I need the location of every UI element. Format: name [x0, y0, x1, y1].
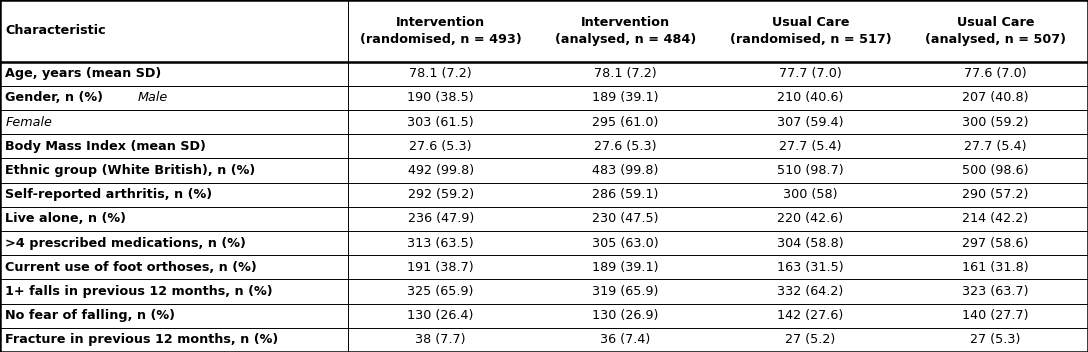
Text: 510 (98.7): 510 (98.7): [777, 164, 844, 177]
Text: 142 (27.6): 142 (27.6): [778, 309, 843, 322]
Text: 304 (58.8): 304 (58.8): [777, 237, 844, 250]
Text: 27.7 (5.4): 27.7 (5.4): [779, 140, 842, 153]
Text: >4 prescribed medications, n (%): >4 prescribed medications, n (%): [5, 237, 246, 250]
Text: 189 (39.1): 189 (39.1): [592, 92, 659, 105]
Text: Intervention
(analysed, n = 484): Intervention (analysed, n = 484): [555, 16, 696, 45]
Text: Usual Care
(analysed, n = 507): Usual Care (analysed, n = 507): [925, 16, 1066, 45]
Text: 236 (47.9): 236 (47.9): [408, 212, 473, 225]
Text: 305 (63.0): 305 (63.0): [592, 237, 659, 250]
Text: 191 (38.7): 191 (38.7): [407, 261, 474, 274]
Text: Female: Female: [5, 115, 52, 128]
Text: 140 (27.7): 140 (27.7): [962, 309, 1029, 322]
Text: 295 (61.0): 295 (61.0): [592, 115, 659, 128]
Text: Live alone, n (%): Live alone, n (%): [5, 212, 126, 225]
Text: Current use of foot orthoses, n (%): Current use of foot orthoses, n (%): [5, 261, 257, 274]
Text: 300 (58): 300 (58): [783, 188, 838, 201]
Text: Usual Care
(randomised, n = 517): Usual Care (randomised, n = 517): [730, 16, 891, 45]
Text: 161 (31.8): 161 (31.8): [962, 261, 1029, 274]
Text: 189 (39.1): 189 (39.1): [592, 261, 659, 274]
Text: 500 (98.6): 500 (98.6): [962, 164, 1029, 177]
Text: 27.7 (5.4): 27.7 (5.4): [964, 140, 1027, 153]
Text: Gender, n (%): Gender, n (%): [5, 92, 108, 105]
Text: 297 (58.6): 297 (58.6): [962, 237, 1029, 250]
Text: 190 (38.5): 190 (38.5): [407, 92, 474, 105]
Text: 27.6 (5.3): 27.6 (5.3): [409, 140, 472, 153]
Text: 303 (61.5): 303 (61.5): [407, 115, 474, 128]
Text: 78.1 (7.2): 78.1 (7.2): [594, 67, 657, 80]
Text: 214 (42.2): 214 (42.2): [963, 212, 1028, 225]
Text: 163 (31.5): 163 (31.5): [777, 261, 844, 274]
Text: 1+ falls in previous 12 months, n (%): 1+ falls in previous 12 months, n (%): [5, 285, 273, 298]
Text: 230 (47.5): 230 (47.5): [592, 212, 659, 225]
Text: 78.1 (7.2): 78.1 (7.2): [409, 67, 472, 80]
Text: 130 (26.9): 130 (26.9): [592, 309, 659, 322]
Text: 36 (7.4): 36 (7.4): [601, 333, 651, 346]
Text: 220 (42.6): 220 (42.6): [778, 212, 843, 225]
Text: 332 (64.2): 332 (64.2): [778, 285, 843, 298]
Text: Male: Male: [138, 92, 168, 105]
Text: 130 (26.4): 130 (26.4): [407, 309, 474, 322]
Text: Body Mass Index (mean SD): Body Mass Index (mean SD): [5, 140, 207, 153]
Text: 27 (5.3): 27 (5.3): [970, 333, 1021, 346]
Text: 38 (7.7): 38 (7.7): [416, 333, 466, 346]
Text: 27.6 (5.3): 27.6 (5.3): [594, 140, 657, 153]
Text: 292 (59.2): 292 (59.2): [408, 188, 473, 201]
Text: 210 (40.6): 210 (40.6): [777, 92, 844, 105]
Text: 207 (40.8): 207 (40.8): [962, 92, 1029, 105]
Text: No fear of falling, n (%): No fear of falling, n (%): [5, 309, 175, 322]
Text: 300 (59.2): 300 (59.2): [962, 115, 1029, 128]
Text: 27 (5.2): 27 (5.2): [786, 333, 836, 346]
Text: 323 (63.7): 323 (63.7): [962, 285, 1029, 298]
Text: 319 (65.9): 319 (65.9): [592, 285, 659, 298]
Text: Self-reported arthritis, n (%): Self-reported arthritis, n (%): [5, 188, 212, 201]
Text: Characteristic: Characteristic: [5, 24, 106, 37]
Text: 483 (99.8): 483 (99.8): [592, 164, 659, 177]
Text: 307 (59.4): 307 (59.4): [777, 115, 844, 128]
Text: Age, years (mean SD): Age, years (mean SD): [5, 67, 162, 80]
Text: 286 (59.1): 286 (59.1): [592, 188, 659, 201]
Text: 325 (65.9): 325 (65.9): [407, 285, 474, 298]
Text: Ethnic group (White British), n (%): Ethnic group (White British), n (%): [5, 164, 256, 177]
Text: 492 (99.8): 492 (99.8): [408, 164, 473, 177]
Text: Intervention
(randomised, n = 493): Intervention (randomised, n = 493): [360, 16, 521, 45]
Text: 77.7 (7.0): 77.7 (7.0): [779, 67, 842, 80]
Text: Fracture in previous 12 months, n (%): Fracture in previous 12 months, n (%): [5, 333, 279, 346]
Text: 290 (57.2): 290 (57.2): [962, 188, 1029, 201]
Text: 313 (63.5): 313 (63.5): [407, 237, 474, 250]
Text: 77.6 (7.0): 77.6 (7.0): [964, 67, 1027, 80]
